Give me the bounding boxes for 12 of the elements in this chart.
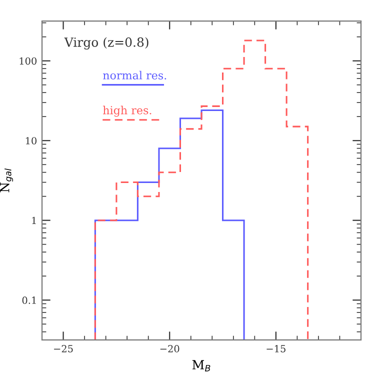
y-tick-label: 10 xyxy=(26,137,37,144)
y-tick-label: 1 xyxy=(32,216,36,224)
x-tick-label: −15 xyxy=(266,345,286,352)
text: normal res. xyxy=(103,70,166,80)
x-axis-title: M$_{B}$ xyxy=(192,360,210,372)
y-tick-label: 100 xyxy=(20,57,37,65)
y-tick-label: 0.1 xyxy=(22,296,36,304)
x-tick-label: −25 xyxy=(54,345,73,352)
text: high res. xyxy=(103,106,152,117)
annotation: Virgo (z=0.8) xyxy=(64,37,148,50)
y-axis-title: N$_{gal}$ xyxy=(0,168,14,192)
x-tick-label: −20 xyxy=(160,345,180,352)
